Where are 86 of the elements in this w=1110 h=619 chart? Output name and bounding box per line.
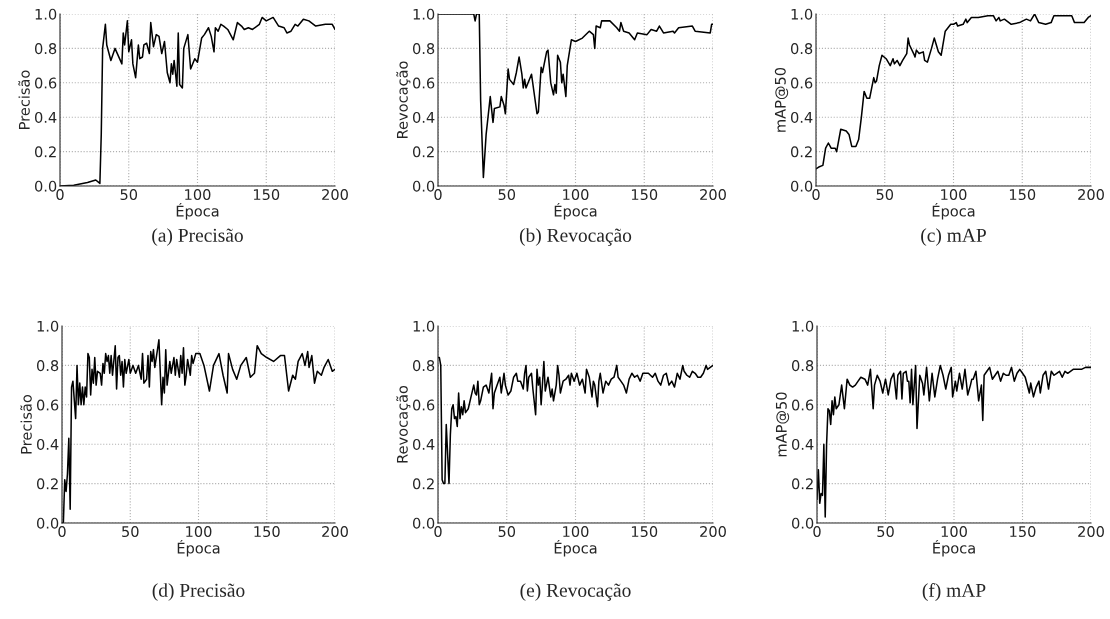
x-tick-label: 50 bbox=[122, 526, 139, 538]
y-tick-label: 0.0 bbox=[36, 517, 59, 529]
x-tick-label: 200 bbox=[700, 189, 726, 201]
y-tick-label: 0.6 bbox=[790, 77, 813, 89]
y-axis-title: Precisão bbox=[20, 394, 32, 454]
x-tick-label: 0 bbox=[58, 526, 66, 538]
x-tick-label: 0 bbox=[434, 189, 442, 201]
x-tick-label: 50 bbox=[120, 189, 138, 201]
text: (b) Revocação bbox=[519, 228, 632, 246]
x-axis-title: Época bbox=[933, 539, 975, 557]
x-tick-label: 200 bbox=[322, 526, 348, 538]
y-axis-title: Revocação bbox=[396, 61, 411, 138]
y-tick-label: 0.8 bbox=[790, 43, 813, 55]
y-tick-label: 0.4 bbox=[412, 438, 435, 450]
x-tick-label: 200 bbox=[1078, 526, 1104, 538]
y-tick-label: 0.8 bbox=[412, 360, 435, 372]
y-axis-title: Precisão bbox=[18, 70, 30, 129]
x-tick-label: 200 bbox=[322, 189, 348, 201]
y-tick-label: 1.0 bbox=[413, 320, 435, 332]
x-axis-title: Época bbox=[932, 202, 975, 220]
x-tick-label: 150 bbox=[254, 526, 280, 538]
x-tick-label: 100 bbox=[941, 189, 967, 201]
x-tick-label: 50 bbox=[876, 189, 894, 201]
x-tick-label: 100 bbox=[185, 189, 211, 201]
x-tick-label: 50 bbox=[498, 526, 516, 538]
y-tick-label: 0.0 bbox=[412, 180, 435, 192]
x-tick-label: 100 bbox=[941, 526, 967, 538]
x-tick-label: 50 bbox=[877, 526, 894, 538]
x-tick-label: 150 bbox=[1010, 526, 1036, 538]
x-tick-label: 100 bbox=[186, 526, 212, 538]
x-axis-title: Época bbox=[176, 202, 219, 220]
y-tick-label: 0.0 bbox=[412, 517, 435, 529]
y-tick-label: 0.4 bbox=[791, 438, 814, 450]
y-tick-label: 0.6 bbox=[34, 77, 57, 89]
y-axis-title: Revocação bbox=[396, 385, 411, 463]
y-tick-label: 1.0 bbox=[792, 320, 814, 332]
y-axis-title: mAP@50 bbox=[775, 392, 790, 457]
y-tick-label: 0.2 bbox=[36, 478, 58, 490]
x-tick-label: 150 bbox=[631, 189, 658, 201]
text: (f) mAP bbox=[922, 583, 986, 601]
y-tick-label: 0.8 bbox=[34, 43, 57, 55]
y-tick-label: 0.4 bbox=[34, 111, 57, 123]
text: (e) Revocação bbox=[520, 583, 631, 601]
line-series bbox=[438, 356, 713, 485]
y-tick-label: 1.0 bbox=[35, 8, 57, 20]
y-axis-title: mAP@50 bbox=[774, 67, 789, 132]
x-tick-label: 0 bbox=[434, 526, 442, 538]
y-tick-label: 0.4 bbox=[412, 111, 435, 123]
y-tick-label: 0.2 bbox=[790, 146, 812, 158]
text: (d) Precisão bbox=[152, 583, 245, 601]
y-tick-label: 0.6 bbox=[412, 77, 435, 89]
x-axis-title: Época bbox=[177, 539, 220, 557]
y-tick-label: 0.2 bbox=[412, 146, 434, 158]
x-tick-label: 0 bbox=[813, 526, 821, 538]
x-tick-label: 200 bbox=[1078, 189, 1104, 201]
x-tick-label: 150 bbox=[631, 526, 658, 538]
x-tick-label: 50 bbox=[498, 189, 516, 201]
y-tick-label: 1.0 bbox=[413, 8, 435, 20]
x-axis-title: Época bbox=[554, 539, 597, 557]
x-tick-label: 200 bbox=[700, 526, 726, 538]
y-tick-label: 0.0 bbox=[791, 517, 814, 529]
y-tick-label: 0.2 bbox=[412, 478, 434, 490]
x-tick-label: 100 bbox=[563, 189, 589, 201]
x-tick-label: 0 bbox=[56, 189, 64, 201]
y-tick-label: 0.2 bbox=[791, 478, 813, 490]
y-tick-label: 1.0 bbox=[791, 8, 813, 20]
y-tick-label: 0.0 bbox=[34, 180, 57, 192]
y-tick-label: 0.8 bbox=[36, 360, 59, 372]
x-tick-label: 150 bbox=[253, 189, 280, 201]
y-tick-label: 0.4 bbox=[36, 438, 59, 450]
y-tick-label: 0.4 bbox=[790, 111, 813, 123]
text: (c) mAP bbox=[921, 228, 986, 246]
y-tick-label: 1.0 bbox=[37, 320, 59, 332]
line-series bbox=[817, 364, 1091, 518]
y-tick-label: 0.2 bbox=[34, 146, 56, 158]
text: (a) Precisão bbox=[152, 228, 243, 246]
y-tick-label: 0.8 bbox=[412, 43, 435, 55]
y-tick-label: 0.0 bbox=[790, 180, 813, 192]
y-tick-label: 0.6 bbox=[791, 399, 814, 411]
x-axis-title: Época bbox=[554, 202, 597, 220]
x-tick-label: 100 bbox=[563, 526, 589, 538]
x-tick-label: 150 bbox=[1009, 189, 1036, 201]
y-tick-label: 0.6 bbox=[412, 399, 435, 411]
y-tick-label: 0.8 bbox=[791, 360, 814, 372]
y-tick-label: 0.6 bbox=[36, 399, 59, 411]
x-tick-label: 0 bbox=[812, 189, 820, 201]
